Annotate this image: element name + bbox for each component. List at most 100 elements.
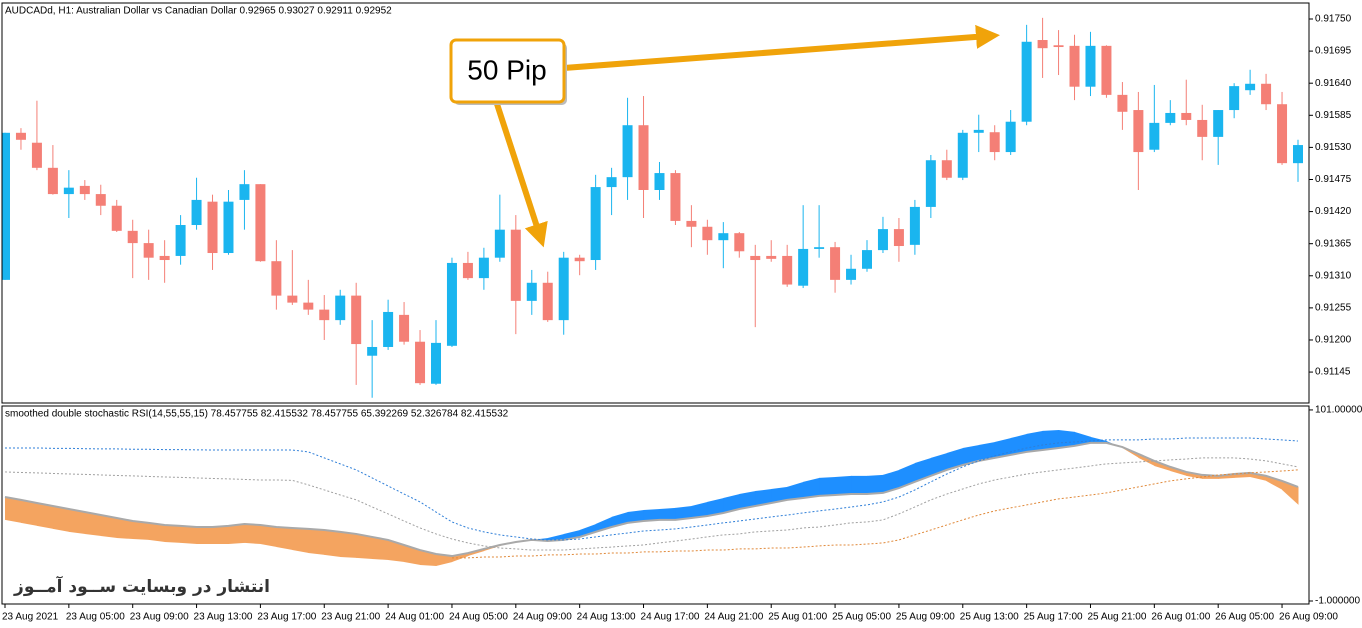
callout: 50 Pip <box>449 24 1000 248</box>
indicator-fill <box>1138 453 1155 466</box>
candle-body <box>941 160 952 178</box>
y-tick-label: 0.91310 <box>1315 270 1352 281</box>
price-plot <box>2 17 1303 398</box>
indicator-fill <box>707 497 724 516</box>
candle-body <box>1005 121 1016 153</box>
panel-frame <box>1 2 1310 404</box>
candle-body <box>47 167 58 195</box>
y-tick-label: 101.000000 <box>1315 405 1362 416</box>
candle-body <box>255 184 266 262</box>
candle-body <box>1021 41 1032 122</box>
y-tick-label: 0.91420 <box>1315 206 1352 217</box>
indicator-fill <box>723 494 740 513</box>
chart-title: smoothed double stochastic RSI(14,55,55,… <box>5 409 509 420</box>
x-tick-label: 23 Aug 05:00 <box>66 612 125 623</box>
arrow <box>494 103 548 248</box>
x-tick-label: 25 Aug 01:00 <box>768 612 827 623</box>
candle-body <box>814 247 825 249</box>
indicator-fill <box>1042 429 1060 451</box>
indicator-fill <box>372 536 389 560</box>
y-tick-label: 0.91750 <box>1315 14 1352 25</box>
candle-body <box>415 341 426 384</box>
watermark: انتشار در وبسایت ســود آمــوز <box>14 577 270 597</box>
indicator-fill <box>1090 436 1107 443</box>
x-tick-label: 24 Aug 21:00 <box>704 612 763 623</box>
chart-title: AUDCADd, H1: Australian Dollar vs Canadi… <box>5 6 392 17</box>
candle-body <box>446 262 457 346</box>
indicator-fill <box>212 525 229 545</box>
dotted-line <box>451 469 1299 559</box>
candle-body <box>383 311 394 347</box>
candle-body <box>1197 119 1208 137</box>
candle-body <box>686 220 697 227</box>
candle-body <box>1181 112 1192 120</box>
candle-body <box>510 229 521 301</box>
indicator-fill <box>755 488 772 507</box>
x-tick-label: 25 Aug 13:00 <box>960 612 1019 623</box>
candle-body <box>782 255 793 285</box>
indicator-fill <box>930 453 948 476</box>
candle-body <box>542 282 553 321</box>
y-tick-label: 0.91585 <box>1315 110 1352 121</box>
candle-body <box>63 187 74 195</box>
candle-body <box>798 248 809 286</box>
candle-body <box>1101 45 1112 95</box>
indicator-fill <box>340 531 357 558</box>
candle-body <box>622 125 633 178</box>
candle-body <box>1069 45 1080 87</box>
candle-body <box>830 247 841 280</box>
candle-body <box>750 255 761 261</box>
candle-body <box>925 160 936 207</box>
indicator-fill <box>898 462 916 489</box>
candle-body <box>1085 45 1096 87</box>
indicator-fill <box>962 444 980 466</box>
indicator-fill <box>1282 480 1299 505</box>
candle-body <box>351 295 362 345</box>
indicator-fill <box>1074 431 1091 446</box>
y-tick-label: 0.91365 <box>1315 238 1352 249</box>
candle-body <box>15 132 26 140</box>
candle-body <box>1149 122 1160 150</box>
indicator-fill <box>867 474 884 495</box>
indicator-fill <box>851 475 868 495</box>
candle-body <box>574 257 585 262</box>
candle-body <box>223 201 234 254</box>
candle-body <box>957 132 968 178</box>
y-tick-label: 0.91255 <box>1315 303 1352 314</box>
candle-body <box>702 226 713 241</box>
indicator-fill <box>228 524 245 545</box>
indicator-fill <box>308 528 325 555</box>
candle-body <box>303 302 314 310</box>
candle-body <box>287 295 298 303</box>
callout-text: 50 Pip <box>467 54 546 85</box>
x-tick-label: 25 Aug 09:00 <box>896 612 955 623</box>
indicator-fill <box>68 509 86 534</box>
indicator-fill <box>1010 433 1028 455</box>
candle-body <box>399 314 410 342</box>
candle-body <box>175 225 186 256</box>
candle-body <box>1053 45 1064 48</box>
candle-body <box>2 132 10 280</box>
x-tick-label: 24 Aug 13:00 <box>577 612 636 623</box>
indicator-fill <box>276 527 293 551</box>
indicator-line <box>4 441 1299 558</box>
candle-body <box>1229 86 1240 111</box>
indicator-fill <box>180 525 198 545</box>
candle-body <box>478 257 489 279</box>
candle-body <box>239 184 250 200</box>
indicator-fill <box>739 491 756 510</box>
y-tick-label: 0.91695 <box>1315 46 1352 57</box>
candle-body <box>1213 110 1224 137</box>
candle-body <box>127 230 138 244</box>
indicator-fill <box>404 544 421 566</box>
indicator-fill <box>835 475 852 495</box>
indicator-fill <box>691 501 708 519</box>
x-tick-label: 26 Aug 01:00 <box>1151 612 1210 623</box>
x-tick-label: 23 Aug 09:00 <box>130 612 189 623</box>
x-tick-label: 23 Aug 21:00 <box>321 612 380 623</box>
x-tick-label: 25 Aug 21:00 <box>1087 612 1146 623</box>
indicator-fill <box>164 524 182 543</box>
candle-body <box>319 309 330 321</box>
indicator-fill <box>1058 429 1076 448</box>
